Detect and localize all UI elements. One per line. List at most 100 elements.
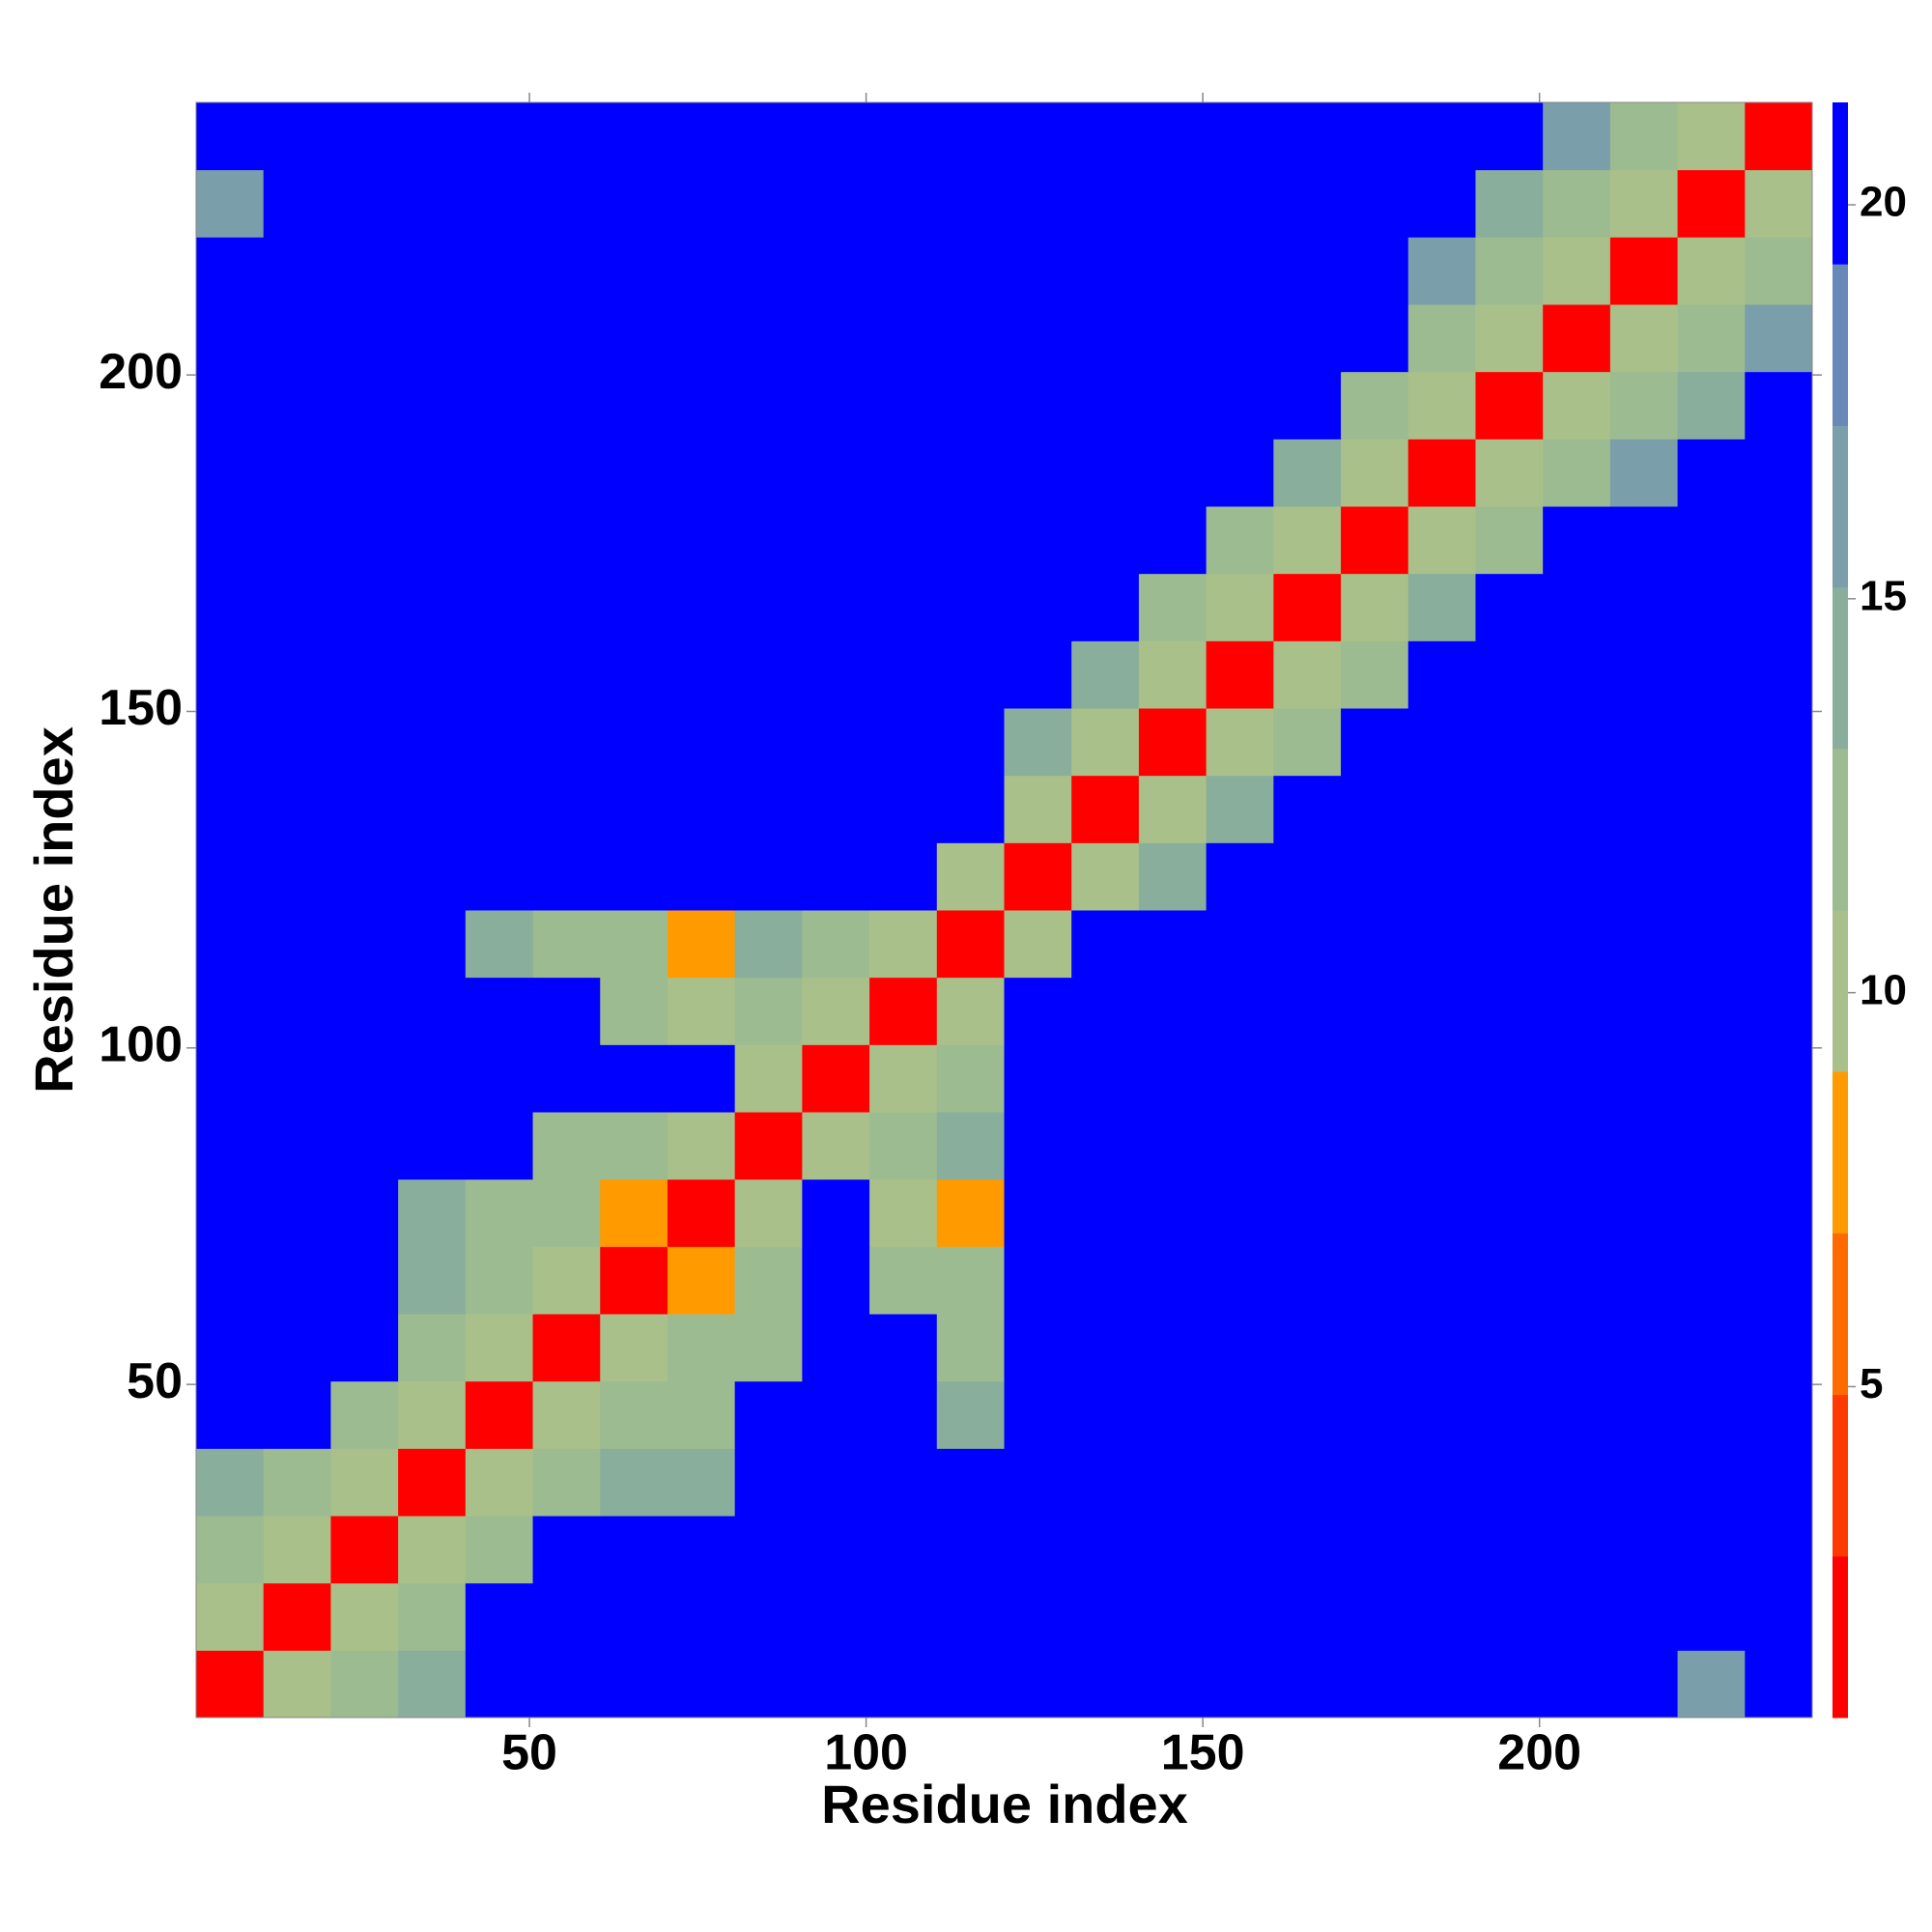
heatmap-cell — [1407, 1044, 1476, 1113]
heatmap-cell — [532, 1448, 601, 1517]
heatmap-cell — [1206, 506, 1274, 575]
heatmap-cell — [1273, 910, 1342, 979]
heatmap-cell — [263, 1179, 331, 1247]
heatmap-cell — [802, 1650, 870, 1719]
heatmap-cell — [1475, 102, 1544, 171]
heatmap-cell — [1609, 102, 1679, 171]
colorbar-segment — [1833, 264, 1848, 426]
heatmap-cell — [330, 1650, 399, 1719]
heatmap-cell — [196, 573, 265, 641]
heatmap-cell — [1071, 1650, 1140, 1719]
heatmap-cell — [869, 1516, 938, 1584]
heatmap-cell — [1475, 1448, 1544, 1517]
heatmap-cell — [869, 573, 938, 641]
heatmap-cell — [196, 371, 265, 440]
heatmap-cell — [1543, 1179, 1611, 1247]
heatmap-cell — [802, 439, 870, 507]
heatmap-cell — [1341, 1179, 1409, 1247]
heatmap-cell — [600, 842, 668, 911]
heatmap-cell — [1745, 102, 1813, 171]
heatmap-cell — [1543, 842, 1611, 911]
heatmap-cell — [1677, 102, 1746, 171]
y-axis-title: Residue index — [23, 726, 84, 1094]
heatmap-cell — [667, 1448, 736, 1517]
heatmap-cell — [196, 1582, 265, 1651]
heatmap-cell — [465, 573, 534, 641]
heatmap-cell — [734, 371, 803, 440]
heatmap-cell — [936, 1380, 1005, 1449]
heatmap-cell — [869, 237, 938, 305]
heatmap-cell — [1004, 1582, 1072, 1651]
heatmap-cell — [465, 1044, 534, 1113]
heatmap-cell — [1677, 237, 1746, 305]
heatmap-cell — [600, 1448, 668, 1517]
heatmap-cell — [1004, 1448, 1072, 1517]
heatmap-cell — [1273, 1112, 1342, 1180]
heatmap-cell — [1745, 1650, 1813, 1719]
heatmap-cell — [398, 237, 467, 305]
heatmap-cell — [1543, 371, 1611, 440]
heatmap-cell — [734, 640, 803, 709]
heatmap-cell — [1407, 506, 1476, 575]
heatmap-cell — [936, 1179, 1005, 1247]
heatmap-cell — [1071, 775, 1140, 843]
heatmap-cell — [196, 237, 265, 305]
heatmap-cell — [1071, 1246, 1140, 1315]
x-axis-title: Residue index — [821, 1774, 1188, 1834]
heatmap-cell — [1407, 439, 1476, 507]
heatmap-cell — [330, 640, 399, 709]
heatmap-cell — [1543, 237, 1611, 305]
heatmap-cell — [263, 1650, 331, 1719]
heatmap-cell — [600, 1582, 668, 1651]
heatmap-cell — [263, 977, 331, 1045]
heatmap-cell — [600, 169, 668, 238]
heatmap-cell — [734, 1582, 803, 1651]
heatmap-cell — [1677, 169, 1746, 238]
heatmap-cell — [1341, 506, 1409, 575]
heatmap-cell — [667, 1179, 736, 1247]
heatmap-cell — [1138, 775, 1208, 843]
heatmap-cell — [1407, 371, 1476, 440]
heatmap-cell — [1071, 439, 1140, 507]
heatmap-cell — [1004, 1380, 1072, 1449]
heatmap-cell — [802, 1112, 870, 1180]
heatmap-cell — [1543, 1380, 1611, 1449]
heatmap-cell — [1609, 1448, 1679, 1517]
heatmap-cell — [330, 237, 399, 305]
heatmap-cell — [1206, 1246, 1274, 1315]
heatmap-cell — [1138, 977, 1208, 1045]
heatmap-cell — [1273, 640, 1342, 709]
heatmap-cell — [532, 1582, 601, 1651]
heatmap-cell — [1745, 1246, 1813, 1315]
heatmap-cell — [532, 977, 601, 1045]
heatmap-cell — [869, 1380, 938, 1449]
heatmap-cell — [1407, 1380, 1476, 1449]
heatmap-cell — [532, 910, 601, 979]
heatmap-cell — [1677, 1582, 1746, 1651]
heatmap-cell — [869, 1582, 938, 1651]
heatmap-cell — [330, 439, 399, 507]
heatmap-cell — [263, 842, 331, 911]
heatmap-cell — [1745, 1380, 1813, 1449]
heatmap-cell — [1543, 977, 1611, 1045]
heatmap-cell — [1341, 1582, 1409, 1651]
heatmap-cell — [1543, 640, 1611, 709]
heatmap-cell — [869, 304, 938, 373]
heatmap-cell — [330, 842, 399, 911]
heatmap-cell — [869, 977, 938, 1045]
heatmap-cell — [1543, 304, 1611, 373]
heatmap-cell — [1341, 1650, 1409, 1719]
heatmap-cell — [1071, 640, 1140, 709]
heatmap-cell — [1609, 573, 1679, 641]
heatmap-cell — [1138, 910, 1208, 979]
heatmap-cell — [1206, 371, 1274, 440]
heatmap-cell — [936, 1516, 1005, 1584]
heatmap-cell — [600, 1246, 668, 1315]
heatmap-cell — [330, 573, 399, 641]
heatmap-cell — [1677, 371, 1746, 440]
heatmap-cell — [1004, 1112, 1072, 1180]
heatmap-cell — [1206, 102, 1274, 171]
heatmap-cell — [1609, 1650, 1679, 1719]
heatmap-cell — [667, 1314, 736, 1382]
heatmap-cell — [1677, 977, 1746, 1045]
